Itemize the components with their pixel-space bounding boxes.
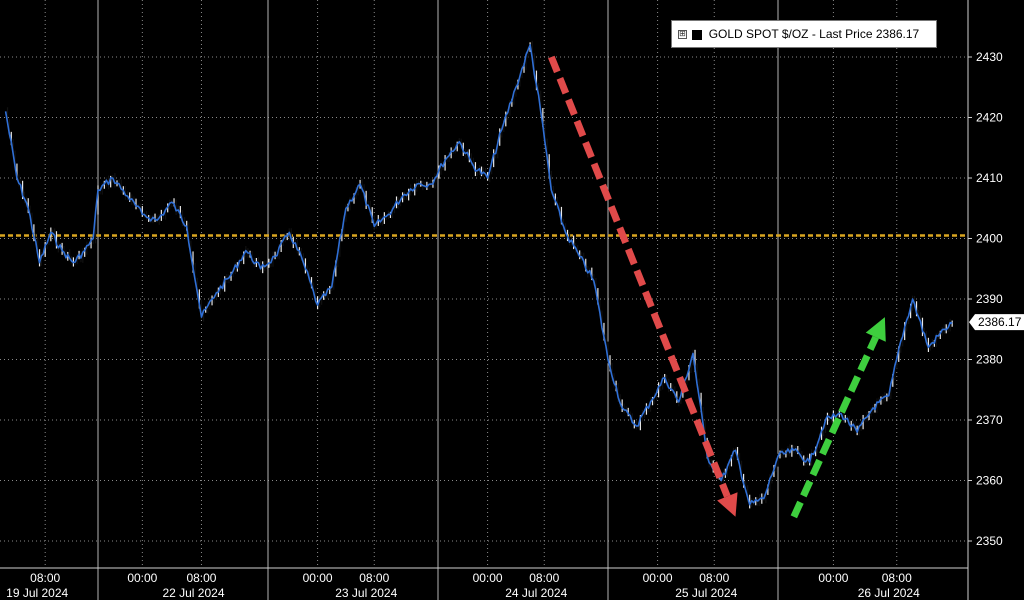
price-line-segment-0 xyxy=(4,44,953,506)
y-tick-label-2370: 2370 xyxy=(976,413,1003,427)
x-tick-time-4: 08:00 xyxy=(359,571,389,585)
y-tick-label-2410: 2410 xyxy=(976,171,1003,185)
axes xyxy=(0,0,969,600)
y-tick-label-2430: 2430 xyxy=(976,50,1003,64)
y-tick-labels: 2350 2360 2370 2380 2390 2400 2410 2420 2430 xyxy=(968,50,1003,548)
x-tick-date-6: 24 Jul 2024 xyxy=(505,586,567,600)
x-tick-time-5: 00:00 xyxy=(473,571,503,585)
y-tick-label-2390: 2390 xyxy=(976,292,1003,306)
y-tick-label-2360: 2360 xyxy=(976,474,1003,488)
x-tick-date-8: 25 Jul 2024 xyxy=(675,586,737,600)
annotation-arrows xyxy=(548,55,886,519)
last-price-marker: 2386.17 xyxy=(969,314,1024,331)
annotation-arrow-shaft-1 xyxy=(790,335,879,519)
legend-label: GOLD SPOT $/OZ - Last Price 2386.17 xyxy=(708,27,920,41)
x-tick-time-1: 00:00 xyxy=(127,571,157,585)
annotation-arrow-shaft-0 xyxy=(548,55,731,498)
gridlines xyxy=(0,0,968,600)
legend-expand-icon[interactable]: ⊞ xyxy=(678,29,687,40)
annotation-arrow-head-0 xyxy=(717,492,738,517)
x-tick-date-10: 26 Jul 2024 xyxy=(858,586,920,600)
y-tick-label-2400: 2400 xyxy=(976,232,1003,246)
x-tick-date-0: 19 Jul 2024 xyxy=(6,586,68,600)
y-tick-label-2350: 2350 xyxy=(976,534,1003,548)
x-tick-date-4: 23 Jul 2024 xyxy=(335,586,397,600)
x-tick-time-10: 08:00 xyxy=(882,571,912,585)
y-tick-label-2380: 2380 xyxy=(976,353,1003,367)
x-tick-time-0: 08:00 xyxy=(30,571,60,585)
x-tick-time-3: 00:00 xyxy=(303,571,333,585)
x-tick-time-2: 08:00 xyxy=(186,571,216,585)
x-tick-time-7: 00:00 xyxy=(643,571,673,585)
last-price-tag xyxy=(969,314,1024,331)
annotation-arrow-head-1 xyxy=(865,317,886,342)
y-tick-label-2420: 2420 xyxy=(976,111,1003,125)
x-tick-time-9: 00:00 xyxy=(818,571,848,585)
x-tick-time-6: 08:00 xyxy=(529,571,559,585)
price-series xyxy=(4,44,953,506)
x-tick-time-8: 08:00 xyxy=(699,571,729,585)
legend: ⊞ GOLD SPOT $/OZ - Last Price 2386.17 xyxy=(671,20,937,48)
x-tick-date-2: 22 Jul 2024 xyxy=(162,586,224,600)
legend-swatch xyxy=(692,29,703,40)
last-price-label: 2386.17 xyxy=(978,315,1022,329)
